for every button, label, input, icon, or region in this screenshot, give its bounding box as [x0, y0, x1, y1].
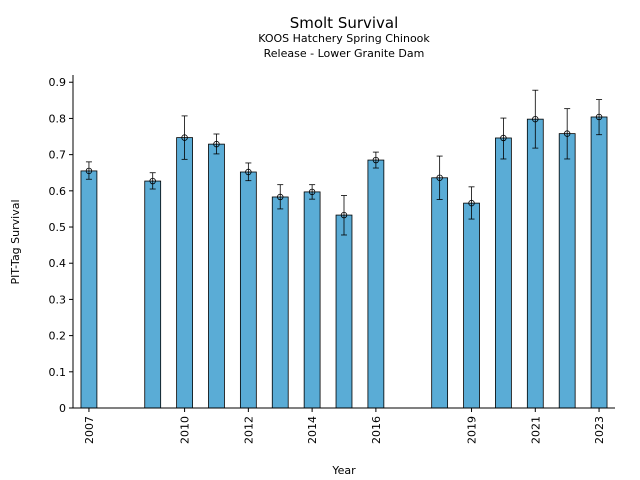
x-tick-label: 2012	[242, 416, 255, 444]
x-tick-label: 2016	[370, 416, 383, 444]
x-tick-label: 2007	[83, 416, 96, 444]
point-marker-2009	[149, 177, 156, 185]
bar-2016	[367, 159, 385, 409]
point-marker-2010	[181, 134, 188, 141]
bar-2014	[303, 191, 321, 409]
point-marker-2011	[213, 140, 220, 148]
chart-title: Smolt Survival	[290, 14, 399, 32]
y-tick-label: 0.6	[49, 185, 67, 198]
y-axis-ticks: 0 0.1 0.2 0.3 0.4 0.5 0.6 0.7 0.8 0.9	[49, 76, 73, 415]
bar-2009	[144, 180, 162, 409]
x-axis-label: Year	[331, 464, 356, 477]
bar-2007	[80, 170, 98, 409]
bar-2021	[526, 118, 544, 409]
point-marker-2019	[468, 199, 475, 207]
point-marker-2007	[85, 167, 93, 175]
point-marker-2021	[532, 115, 539, 123]
y-tick-label: 0.1	[49, 366, 67, 379]
point-marker-2013	[277, 193, 284, 201]
bars-group	[80, 116, 608, 409]
bar-2022	[558, 133, 576, 409]
y-tick-label: 0.4	[49, 257, 67, 270]
bar-2020	[495, 137, 512, 409]
y-tick-label: 0.8	[49, 112, 67, 125]
x-tick-label: 2014	[306, 416, 319, 444]
y-tick-label: 0.5	[49, 221, 67, 234]
point-marker-2015	[340, 211, 348, 219]
point-marker-2022	[563, 130, 571, 137]
y-tick-label: 0.3	[49, 293, 67, 306]
point-marker-2012	[245, 168, 252, 176]
bar-2015	[335, 214, 353, 409]
chart-subtitle-line-1: KOOS Hatchery Spring Chinook	[258, 32, 430, 45]
point-marker-2023	[595, 113, 603, 121]
chart-subtitle-line-2: Release - Lower Granite Dam	[264, 47, 425, 60]
bar-2019	[463, 202, 480, 409]
point-marker-2018	[436, 174, 443, 181]
y-axis-label: PIT-Tag Survival	[9, 199, 22, 284]
bar-2023	[590, 116, 608, 409]
y-tick-label: 0.9	[49, 76, 67, 89]
x-axis-ticks: 2007 2010 2012 2014 2016 2019 2021 2023	[83, 408, 606, 444]
y-tick-label: 0	[59, 402, 66, 415]
bar-2013	[271, 196, 289, 409]
bar-2012	[239, 171, 257, 409]
x-tick-label: 2019	[466, 416, 479, 444]
bar-2011	[208, 143, 225, 409]
y-tick-label: 0.2	[49, 330, 67, 343]
x-tick-label: 2023	[593, 416, 606, 444]
point-marker-2014	[308, 188, 316, 196]
x-tick-label: 2010	[179, 416, 192, 444]
point-marker-2016	[372, 156, 380, 164]
bar-2010	[176, 137, 193, 409]
bar-2018	[431, 177, 449, 409]
x-tick-label: 2021	[529, 416, 542, 444]
point-marker-2020	[500, 134, 507, 142]
error-bars-group	[85, 89, 603, 236]
y-tick-label: 0.7	[49, 149, 67, 162]
